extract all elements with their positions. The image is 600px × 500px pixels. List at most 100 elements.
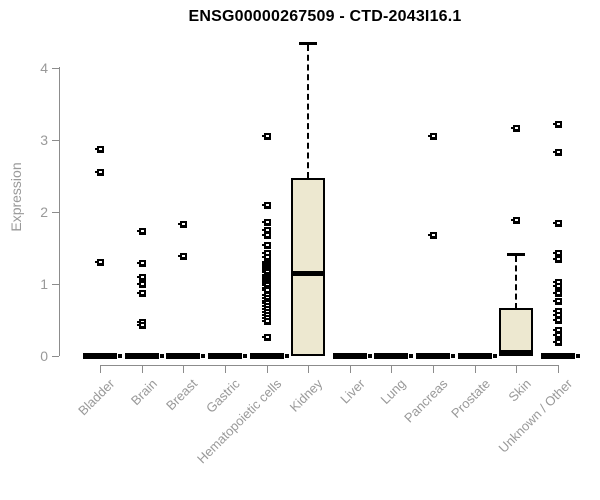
outlier-point-pancreas [428, 232, 437, 239]
y-tick-label: 1 [40, 276, 48, 292]
x-tick-mark [475, 365, 476, 373]
outlier-point-unknown-other [553, 308, 562, 315]
x-tick-mark [100, 365, 101, 373]
outlier-point-skin [511, 125, 520, 132]
upper-whisker-skin [515, 256, 517, 309]
outlier-point-brain [137, 274, 146, 281]
whisker-cap-gastric [243, 354, 247, 358]
outlier-point-bladder [95, 146, 104, 153]
outlier-point-unknown-other [553, 250, 562, 257]
outlier-point-unknown-other [553, 121, 562, 128]
x-tick-mark [183, 365, 184, 373]
y-tick-label: 0 [40, 348, 48, 364]
outlier-point-unknown-other [553, 327, 562, 334]
outlier-point-hematopoietic-cells [262, 287, 271, 294]
x-tick-label-liver: Liver [337, 376, 368, 407]
y-tick-mark [52, 140, 59, 141]
whisker-cap-breast [201, 354, 205, 358]
x-tick-label-unknown-other: Unknown / Other [496, 376, 576, 456]
median-kidney [291, 271, 325, 276]
outlier-point-unknown-other [553, 290, 562, 297]
x-tick-mark [308, 365, 309, 373]
x-tick-mark [391, 365, 392, 373]
box-kidney [291, 178, 325, 356]
x-tick-label-kidney: Kidney [286, 376, 326, 415]
whisker-cap-prostate [493, 354, 497, 358]
collapsed-box-hematopoietic-cells [250, 353, 284, 359]
outlier-point-brain [137, 281, 146, 288]
upper-whisker-cap-skin [507, 253, 525, 256]
outlier-point-skin [511, 217, 520, 224]
outlier-point-bladder [95, 259, 104, 266]
outlier-point-hematopoietic-cells [262, 318, 271, 325]
x-tick-mark [267, 365, 268, 373]
whisker-cap-lung [409, 354, 413, 358]
collapsed-box-unknown-other [541, 353, 575, 359]
x-tick-label-skin: Skin [505, 376, 534, 405]
y-tick-mark [52, 284, 59, 285]
outlier-point-unknown-other [553, 220, 562, 227]
x-tick-label-pancreas: Pancreas [401, 376, 451, 426]
chart-title: ENSG00000267509 - CTD-2043I16.1 [188, 8, 462, 25]
x-tick-label-gastric: Gastric [202, 376, 243, 416]
y-tick-label: 2 [40, 204, 48, 220]
outlier-point-hematopoietic-cells [262, 334, 271, 341]
outlier-point-hematopoietic-cells [262, 250, 271, 257]
whisker-cap-unknown-other [576, 354, 580, 358]
outlier-point-hematopoietic-cells [262, 227, 271, 234]
outlier-point-hematopoietic-cells [262, 232, 271, 239]
outlier-point-hematopoietic-cells [262, 219, 271, 226]
outlier-point-brain [137, 322, 146, 329]
outlier-point-unknown-other [553, 339, 562, 346]
median-skin [499, 350, 533, 355]
outlier-point-unknown-other [553, 149, 562, 156]
x-tick-mark [225, 365, 226, 373]
upper-whisker-kidney [307, 45, 309, 178]
whisker-cap-liver [368, 354, 372, 358]
outlier-point-brain [137, 260, 146, 267]
outlier-point-brain [137, 228, 146, 235]
outlier-point-unknown-other [553, 332, 562, 339]
x-tick-mark [558, 365, 559, 373]
collapsed-box-gastric [208, 353, 242, 359]
y-tick-mark [52, 68, 59, 69]
collapsed-box-brain [125, 353, 159, 359]
outlier-point-hematopoietic-cells [262, 254, 271, 261]
x-tick-mark [516, 365, 517, 373]
collapsed-box-breast [166, 353, 200, 359]
collapsed-box-prostate [458, 353, 492, 359]
outlier-point-unknown-other [553, 298, 562, 305]
x-tick-label-lung: Lung [377, 376, 409, 408]
whisker-cap-bladder [118, 354, 122, 358]
x-tick-label-prostate: Prostate [447, 376, 493, 421]
collapsed-box-liver [333, 353, 367, 359]
outlier-point-unknown-other [553, 317, 562, 324]
outlier-point-hematopoietic-cells [262, 242, 271, 249]
x-axis-line [100, 365, 559, 366]
outlier-point-breast [178, 253, 187, 260]
whisker-cap-hematopoietic-cells [285, 354, 289, 358]
collapsed-box-lung [374, 353, 408, 359]
y-tick-label: 4 [40, 60, 48, 76]
outlier-point-unknown-other [553, 283, 562, 290]
outlier-point-hematopoietic-cells [262, 202, 271, 209]
outlier-point-pancreas [428, 133, 437, 140]
collapsed-box-bladder [83, 353, 117, 359]
x-tick-label-bladder: Bladder [75, 376, 118, 419]
outlier-point-unknown-other [553, 312, 562, 319]
collapsed-box-pancreas [416, 353, 450, 359]
outlier-point-brain [137, 290, 146, 297]
whisker-cap-brain [160, 354, 164, 358]
y-axis-line [59, 67, 60, 356]
y-tick-mark [52, 356, 59, 357]
outlier-point-unknown-other [553, 256, 562, 263]
outlier-point-unknown-other [553, 279, 562, 286]
outlier-point-breast [178, 221, 187, 228]
x-tick-mark [433, 365, 434, 373]
x-tick-mark [350, 365, 351, 373]
y-tick-label: 3 [40, 132, 48, 148]
whisker-cap-pancreas [451, 354, 455, 358]
box-skin [499, 308, 533, 356]
x-tick-label-brain: Brain [127, 376, 160, 409]
